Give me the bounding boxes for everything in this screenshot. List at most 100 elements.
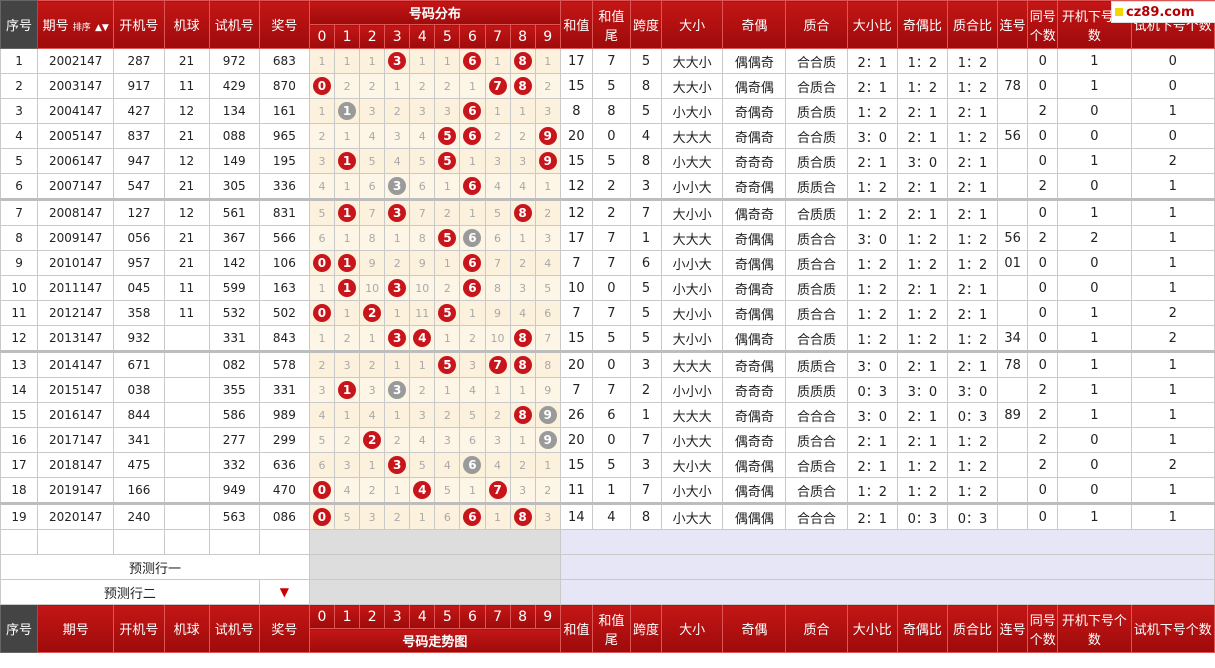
cell-sum: 7 [559,377,593,403]
cell-issue: 2015147 [37,377,115,403]
cell-primecomp-ratio: 3：0 [946,377,999,403]
cell-prize: 831 [258,198,310,226]
dist-cell-2: 3 [359,502,386,530]
col-size: 大小 [661,0,724,49]
foot-col-same: 同号个数 [1027,604,1059,653]
col-open: 开机号 [113,0,165,49]
cell-span: 1 [629,402,663,428]
dist-cell-1: 5 [334,502,361,530]
cell-prize: 502 [258,300,310,326]
col-machine: 机球 [163,0,210,49]
col-primecomp-ratio: 质合比 [946,0,999,49]
digit-header-5: 5 [434,24,461,49]
predict-row-1[interactable]: 预测行一 [0,554,310,580]
dist-cell-8: 2 [509,123,536,149]
dist-cell-9: 1 [534,173,561,200]
cell-primecomp: 质质质 [785,377,848,403]
col-issue[interactable]: 期号 排序 ▲▼ [37,0,115,49]
cell-primecomp: 合合合 [785,402,848,428]
dist-cell-5: 5 [434,148,461,174]
hit-ball: 5 [438,127,457,145]
cell-machine [163,350,210,378]
cell-oddeven-ratio: 3：0 [896,377,948,403]
cell-sum: 20 [559,350,593,378]
foot-col-machine: 机球 [163,604,210,653]
table-row: 14 2015147 038 355 331 3 1 3 3 2 1 4 1 1 9 7 7 2 小小小 奇奇奇 质质质… [0,377,1215,403]
cell-sum-tail: 2 [591,173,631,200]
cell-trial-next: 1 [1130,198,1215,226]
foot-digit-1: 1 [334,604,361,629]
cell-size: 小大大 [661,148,724,174]
predict-row-2[interactable]: 预测行二 [0,579,260,605]
cell-seq: 4 [0,123,39,149]
dist-cell-0: 5 [308,198,336,226]
cell-same: 0 [1027,350,1059,378]
cell-trial: 277 [208,427,260,453]
cell-machine: 11 [163,73,210,99]
hit-ball: 5 [438,229,457,247]
predict-expand-button[interactable]: ▼ [258,579,310,605]
dist-cell-7: 7 [484,73,511,99]
dist-cell-7: 2 [484,402,511,428]
cell-sum-tail: 1 [591,477,631,504]
cell-open: 341 [113,427,165,453]
sort-arrows-icon[interactable]: ▲▼ [94,23,109,33]
cell-sum-tail: 5 [591,73,631,99]
dist-cell-6: 6 [459,452,486,478]
cell-sum: 12 [559,173,593,200]
cell-seq: 7 [0,198,39,226]
cell-primecomp: 合质合 [785,452,848,478]
cell-size-ratio: 3：0 [846,402,898,428]
cell-span: 3 [629,452,663,478]
cell-size: 大大大 [661,225,724,251]
cell-size: 大小小 [661,198,724,226]
site-logo[interactable]: cz89.com [1111,1,1215,23]
hit-ball: 6 [463,127,482,145]
cell-machine [163,502,210,530]
cell-same: 0 [1027,48,1059,74]
cell-oddeven-ratio: 2：1 [896,198,948,226]
dist-cell-3: 3 [384,325,411,352]
dist-cell-1: 1 [334,300,361,326]
hit-ball: 9 [538,127,557,145]
cell-primecomp: 合合质 [785,123,848,149]
dist-cell-2: 1 [359,48,386,74]
cell-sum: 15 [559,325,593,352]
cell-open: 045 [113,275,165,301]
dist-cell-7: 1 [484,502,511,530]
cell-primecomp: 合合合 [785,502,848,530]
dist-cell-9: 1 [534,48,561,74]
dist-cell-5: 1 [434,48,461,74]
dist-cell-9: 2 [534,73,561,99]
cell-sum: 12 [559,198,593,226]
cell-machine: 12 [163,148,210,174]
col-sum: 和值 [559,0,593,49]
sort-label[interactable]: 排序 [72,23,91,33]
cell-size-ratio: 3：0 [846,123,898,149]
dist-cell-6: 6 [459,48,486,74]
dist-cell-3: 1 [384,225,411,251]
cell-primecomp: 合合质 [785,325,848,352]
table-row: 13 2014147 671 082 578 2 3 2 1 1 5 3 7 8 8 20 0 3 大大大 奇奇偶 质质… [0,350,1215,378]
dist-cell-3: 3 [384,48,411,74]
cell-seq: 11 [0,300,39,326]
cell-machine: 21 [163,123,210,149]
cell-same: 2 [1027,173,1059,200]
dist-cell-4: 5 [409,148,436,174]
cell-span: 3 [629,350,663,378]
dist-cell-9: 8 [534,350,561,378]
cell-size: 大大大 [661,402,724,428]
cell-same: 0 [1027,477,1059,504]
dist-cell-3: 2 [384,502,411,530]
cell-span: 5 [629,98,663,124]
foot-col-sum: 和值 [559,604,593,653]
cell-trial-next: 1 [1130,350,1215,378]
dist-cell-5: 5 [434,350,461,378]
cell-primecomp: 质合质 [785,275,848,301]
cell-oddeven: 偶奇奇 [722,427,787,453]
table-row: 19 2020147 240 563 086 0 5 3 2 1 6 6 1 8 3 14 4 8 小大大 偶偶偶 合合… [0,502,1215,530]
cell-issue: 2010147 [37,250,115,276]
dist-cell-6: 6 [459,98,486,124]
cell-seq: 2 [0,73,39,99]
cell-machine: 21 [163,225,210,251]
